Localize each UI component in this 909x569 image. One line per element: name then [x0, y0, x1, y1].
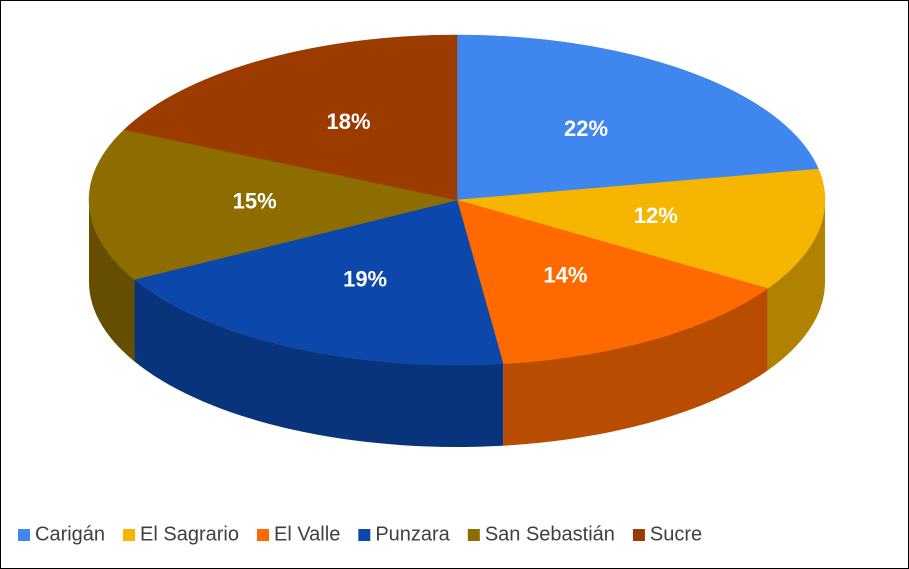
legend-label: Sucre: [650, 523, 702, 545]
legend-label: El Valle: [274, 523, 340, 545]
legend-swatch: [467, 529, 480, 541]
data-label: 15%: [233, 189, 277, 214]
legend-label: El Sagrario: [140, 523, 239, 545]
pie-slice: [456, 199, 769, 364]
legend-swatch: [256, 529, 269, 541]
legend-label: San Sebastián: [485, 523, 615, 545]
legend-swatch: [18, 529, 30, 541]
pie-slice: [133, 199, 504, 366]
pie-slice: [123, 34, 458, 201]
data-label: 18%: [327, 109, 371, 134]
data-label: 12%: [634, 203, 678, 228]
data-label: 19%: [343, 267, 387, 292]
legend-swatch: [632, 529, 645, 541]
legend-label: Punzara: [375, 523, 450, 545]
pie-slice: [456, 168, 826, 289]
legend-swatch: [123, 529, 136, 541]
pie-slice: [88, 129, 458, 280]
legend-swatch: [358, 529, 371, 541]
pie-side: [767, 200, 825, 371]
pie-side: [503, 288, 768, 446]
pie-side: [134, 279, 504, 447]
legend-label: Carigán: [35, 523, 105, 545]
data-label: 22%: [564, 116, 608, 141]
data-label: 14%: [543, 262, 587, 287]
pie-side: [89, 200, 135, 362]
pie-slice: [456, 34, 819, 201]
